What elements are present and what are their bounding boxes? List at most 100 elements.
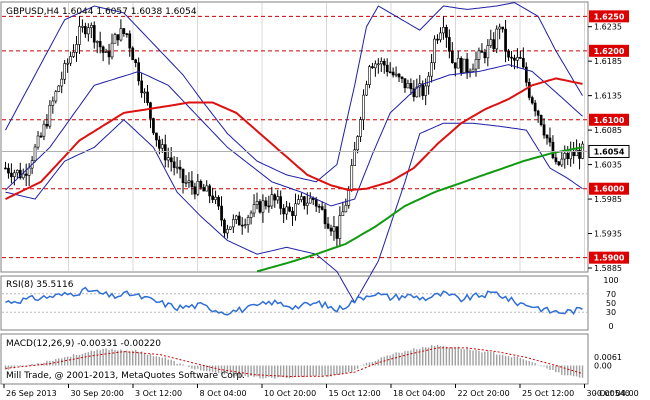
watermark: Mill Trade, @ 2001-2013, MetaQuotes Soft… (6, 371, 245, 381)
candle-body (323, 209, 327, 225)
candle-body (442, 26, 445, 34)
rsi-line (5, 286, 583, 316)
candle-body (320, 206, 324, 210)
candle-body (572, 151, 575, 157)
candle-body (10, 172, 13, 178)
level-badge (589, 182, 629, 195)
time-tick-label: 26 Sep 2013 (6, 389, 57, 398)
candle-body (507, 50, 510, 58)
candle-body (569, 151, 572, 160)
price-tick-label: 1.5935 (594, 230, 622, 239)
candle-body (394, 73, 398, 76)
candle-body (232, 219, 235, 228)
candle-body (264, 200, 268, 207)
time-tick-label: 3 Oct 12:00 (135, 389, 182, 398)
candle-body (149, 102, 152, 119)
candle-body (294, 203, 297, 217)
candle-body (75, 44, 78, 53)
candle-body (385, 64, 389, 72)
macd-title: MACD(12,26,9) -0.00331 -0.00220 (6, 339, 161, 349)
candle-body (465, 58, 469, 73)
candle-body (240, 224, 244, 227)
time-tick-label: 10 Oct 20:00 (264, 389, 316, 398)
candle-body (510, 56, 513, 59)
candle-body (341, 211, 345, 217)
rsi-tick-label: 0 (608, 322, 613, 331)
candlesticks (4, 16, 584, 248)
candle-body (308, 197, 312, 204)
candle-body (95, 41, 99, 43)
macd-histogram (4, 344, 584, 379)
candle-body (178, 166, 182, 170)
time-tick-label: 8 Oct 04:00 (200, 389, 247, 398)
time-tick-label: 30 Oct 04:00 (587, 389, 639, 398)
price-panel: GBPUSD,H4 1.6044 1.6057 1.6038 1.6054 1.… (0, 1, 630, 304)
price-tick-label: 1.5985 (594, 195, 622, 204)
candle-body (155, 132, 158, 141)
candle-body (175, 166, 179, 169)
moving-average-green (256, 146, 583, 273)
price-panel-frame (0, 1, 589, 273)
candle-body (246, 217, 250, 225)
candle-body (190, 180, 194, 188)
candle-body (276, 196, 280, 201)
candle-body (297, 199, 300, 205)
candle-body (158, 139, 161, 149)
candle-body (13, 172, 16, 178)
candle-body (110, 42, 114, 58)
level-badge (589, 113, 629, 126)
candle-body (551, 141, 555, 158)
candle-body (214, 196, 217, 200)
candle-body (486, 45, 490, 59)
candle-body (63, 63, 66, 80)
candle-body (169, 157, 173, 163)
candle-body (98, 41, 102, 48)
candle-body (140, 80, 144, 94)
candle-body (172, 161, 176, 168)
moving-average-red (5, 77, 583, 200)
candle-body (229, 226, 232, 230)
candle-body (445, 26, 448, 38)
current-price-badge (588, 144, 630, 158)
price-tick-label: 1.6085 (594, 126, 622, 135)
candle-body (39, 135, 43, 138)
candle-body (205, 185, 209, 192)
rsi-title: RSI(8) 35.5116 (6, 280, 74, 290)
candle-body (252, 204, 256, 214)
time-tick-label: 30 Sep 20:00 (71, 389, 124, 398)
candle-body (439, 32, 442, 41)
candle-body (18, 169, 22, 179)
candle-body (412, 88, 416, 98)
candle-body (527, 82, 531, 98)
candle-body (211, 195, 215, 200)
macd-panel-frame (0, 333, 589, 385)
candle-body (66, 62, 69, 65)
candle-body (184, 182, 188, 184)
level-badge (589, 44, 629, 57)
candle-body (87, 27, 90, 35)
time-tick-label: 22 Oct 20:00 (458, 389, 510, 398)
candle-body (21, 173, 25, 179)
rsi-tick-label: 70 (606, 290, 616, 299)
macd-tick-label: -0.00540 (594, 389, 630, 398)
candle-body (193, 186, 197, 195)
candle-body (45, 123, 49, 127)
candle-body (427, 75, 431, 87)
candle-body (42, 123, 46, 137)
macd-tick-label: 0.0061 (594, 353, 622, 362)
candle-body (223, 219, 226, 234)
candle-body (208, 185, 212, 197)
candle-body (539, 115, 543, 126)
candle-body (379, 60, 383, 65)
candle-body (504, 28, 507, 52)
candle-body (533, 102, 537, 112)
candle-body (113, 34, 117, 44)
candle-body (302, 196, 306, 206)
candle-body (152, 118, 155, 134)
candle-body (483, 52, 487, 59)
candle-body (359, 119, 362, 137)
candle-body (376, 63, 380, 66)
